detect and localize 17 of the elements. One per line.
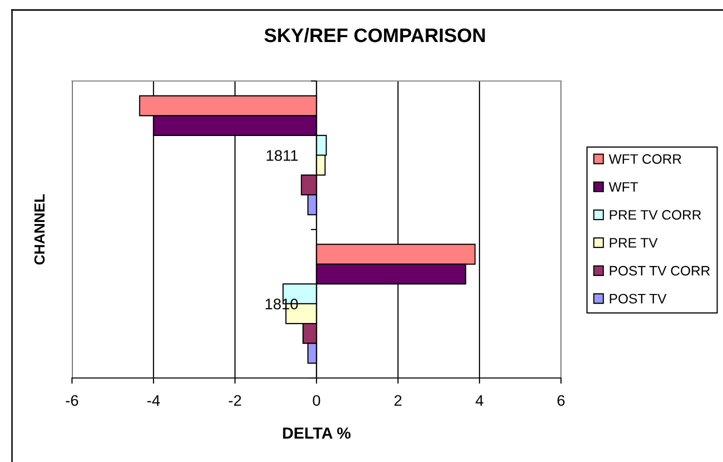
legend-label: WFT	[608, 182, 638, 192]
legend-label: POST TV	[610, 294, 666, 304]
legend-label: PRE TV CORR	[610, 210, 701, 220]
x-tick-label: 4	[476, 395, 484, 406]
legend-label: PRE TV	[610, 238, 658, 248]
x-axis-title: DELTA %	[283, 427, 351, 439]
x-tick-label: -2	[228, 395, 242, 406]
x-tick-label: 0	[312, 395, 320, 406]
x-tick-label: 2	[394, 395, 402, 406]
legend-label: POST TV CORR	[610, 266, 710, 276]
legend-label: WFT CORR	[608, 154, 682, 164]
x-tick-label: 6	[558, 395, 565, 406]
chart-title: SKY/REF COMPARISON	[264, 28, 485, 42]
x-tick-label: -6	[66, 395, 78, 406]
y-tick-label: 1811	[266, 150, 298, 161]
x-tick-label: -4	[147, 395, 160, 406]
y-axis-title: CHANNEL	[34, 194, 45, 265]
